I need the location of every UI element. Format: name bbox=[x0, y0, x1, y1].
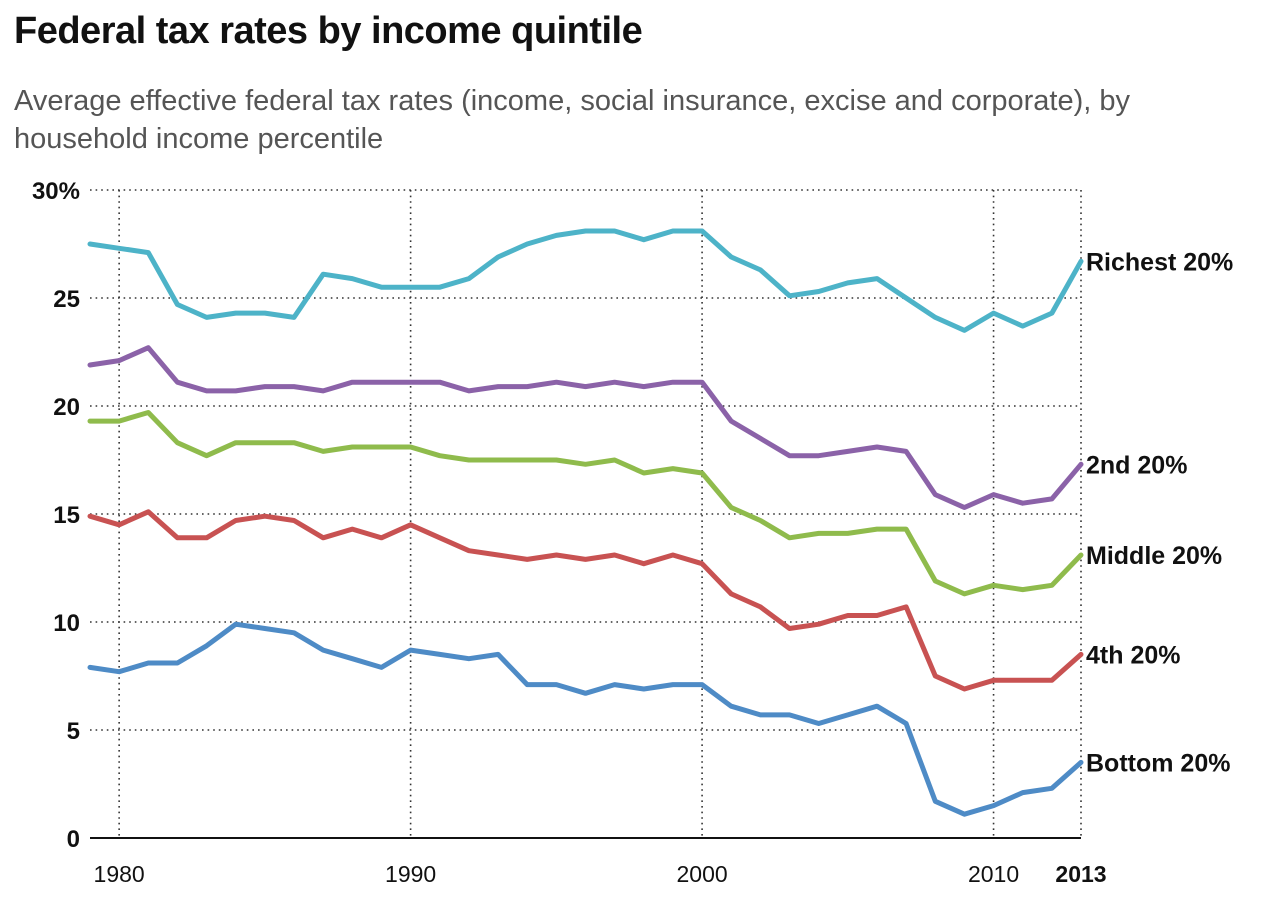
series-label: Bottom 20% bbox=[1086, 749, 1230, 777]
y-tick-label: 25 bbox=[53, 286, 80, 313]
series-label: Middle 20% bbox=[1086, 542, 1222, 570]
chart-title: Federal tax rates by income quintile bbox=[14, 10, 643, 52]
y-tick-label: 15 bbox=[53, 502, 80, 529]
x-tick-label: 1990 bbox=[385, 861, 436, 887]
series-label: Richest 20% bbox=[1086, 248, 1233, 276]
series-label: 2nd 20% bbox=[1086, 451, 1187, 479]
series-line bbox=[87, 509, 1084, 692]
x-tick-label: 1980 bbox=[94, 861, 145, 887]
y-tick-label: 5 bbox=[67, 718, 80, 745]
series-line bbox=[87, 410, 1084, 597]
series-line bbox=[87, 621, 1084, 817]
series-lines bbox=[87, 228, 1084, 817]
y-tick-label: 10 bbox=[53, 610, 80, 637]
x-tick-label: 2000 bbox=[677, 861, 728, 887]
axes: 0 5 10 15 20 25 30% 1980 1990 2000 2010 2013 bbox=[32, 178, 1107, 887]
chart-subtitle: Average effective federal tax rates (inc… bbox=[14, 85, 1131, 155]
gridlines bbox=[90, 189, 1082, 838]
y-tick-label: 0 bbox=[67, 826, 80, 853]
series-label: 4th 20% bbox=[1086, 641, 1180, 669]
series-line bbox=[87, 228, 1084, 333]
x-tick-label: 2010 bbox=[968, 861, 1019, 887]
series-line bbox=[87, 345, 1084, 510]
y-tick-label: 30% bbox=[32, 178, 80, 205]
y-tick-label: 20 bbox=[53, 394, 80, 421]
x-tick-label: 2013 bbox=[1055, 861, 1106, 887]
series-labels: Richest 20% 2nd 20% Middle 20% 4th 20% Botto… bbox=[1086, 248, 1233, 777]
